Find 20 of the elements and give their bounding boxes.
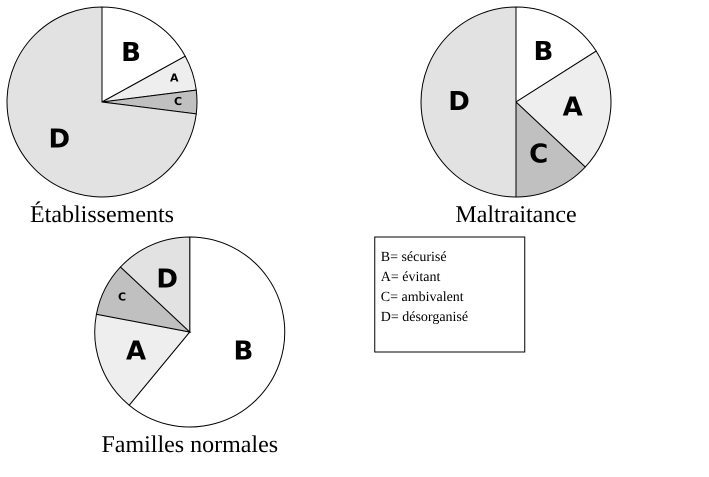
slice-label: A [562, 92, 583, 122]
slice-label: C [174, 95, 182, 108]
text: Maltraitance [455, 202, 577, 228]
text: A= évitant [380, 270, 440, 285]
slice-label: C [118, 290, 126, 304]
slice-label: D [48, 124, 70, 155]
text: Familles normales [101, 432, 278, 458]
slice-label: D [156, 264, 178, 295]
pie-slice [6, 6, 197, 198]
slice-label: D [448, 87, 470, 117]
text: B= sécurisé [380, 250, 447, 265]
slice-label: A [170, 72, 180, 85]
text: C= ambivalent [380, 290, 464, 305]
slice-label: B [121, 38, 141, 68]
slice-label: B [233, 336, 254, 366]
slice-label: B [534, 37, 554, 68]
text: D= désorganisé [380, 310, 468, 325]
slice-label: A [126, 336, 146, 366]
text: Établissements [30, 201, 174, 228]
slice-label: C [529, 139, 548, 170]
